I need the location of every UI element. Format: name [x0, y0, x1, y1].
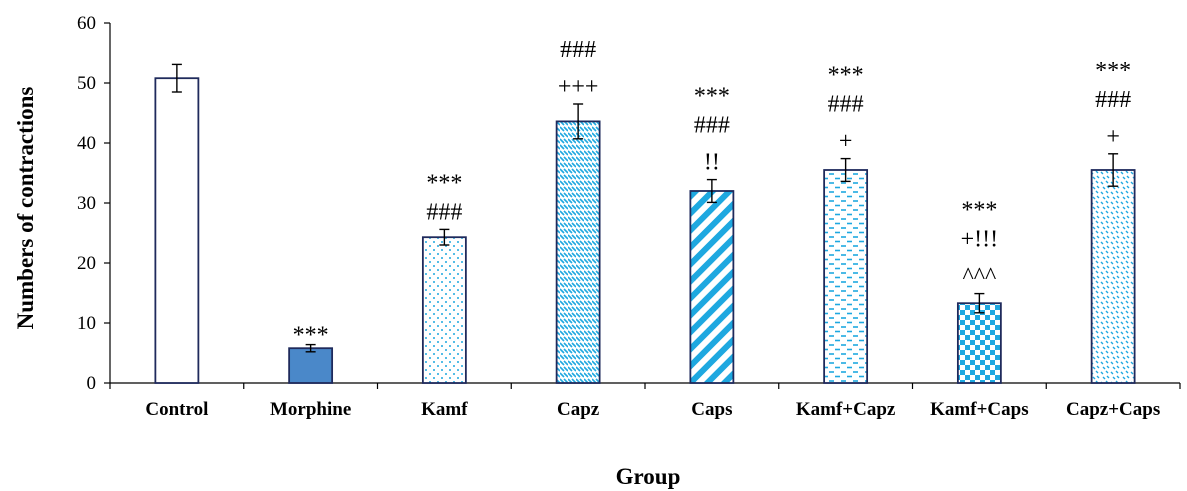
y-tick-label: 40 [77, 133, 96, 154]
y-tick-label: 20 [77, 253, 96, 274]
x-axis-title: Group [616, 464, 681, 489]
bar-caps [689, 190, 735, 384]
bar-kamf-caps [956, 302, 1002, 384]
bar-morphine [288, 347, 334, 384]
bar-capz [555, 120, 601, 384]
x-tick-label: Capz+Caps [1066, 399, 1160, 420]
significance-label: ### [828, 92, 864, 118]
significance-label: + [1106, 124, 1120, 150]
bar-control [154, 77, 200, 384]
x-tick-label: Kamf+Caps [930, 399, 1028, 420]
x-tick-label: Control [145, 399, 208, 420]
significance-label: *** [961, 198, 997, 224]
significance-label: *** [828, 63, 864, 89]
y-tick-label: 60 [77, 13, 96, 34]
significance-label: ### [694, 113, 730, 139]
y-tick-label: 0 [87, 373, 97, 394]
bar-kamf-capz [823, 169, 869, 384]
x-tick-label: Kamf [421, 399, 468, 420]
y-axis-title: Numbers of contractions [13, 87, 38, 330]
significance-label: + [839, 129, 853, 155]
x-tick-label: Caps [691, 399, 732, 420]
significance-label: +!!! [961, 227, 999, 253]
bars: Control Morphine *** Kamf *** ### Capz ### +++ Ca… [145, 37, 1160, 420]
significance-label: *** [1095, 58, 1131, 84]
significance-label: *** [694, 84, 730, 110]
significance-label: !! [704, 150, 720, 176]
x-tick-label: Capz [557, 399, 600, 420]
x-tick-label: Morphine [270, 399, 351, 420]
x-tick-label: Kamf+Capz [796, 399, 896, 420]
significance-label: *** [426, 170, 462, 196]
y-tick-label: 10 [77, 313, 96, 334]
axes: 0 10 20 30 40 50 60 [77, 13, 1181, 394]
bar-capz-caps [1090, 169, 1136, 384]
y-tick-label: 50 [77, 73, 96, 94]
significance-label: ### [560, 37, 596, 63]
y-tick-label: 30 [77, 193, 96, 214]
significance-label: ^^^ [962, 264, 996, 290]
significance-label: +++ [558, 74, 599, 100]
significance-label: *** [293, 323, 329, 349]
significance-label: ### [1095, 87, 1131, 113]
bar-kamf [421, 236, 467, 384]
significance-label: ### [426, 199, 462, 225]
